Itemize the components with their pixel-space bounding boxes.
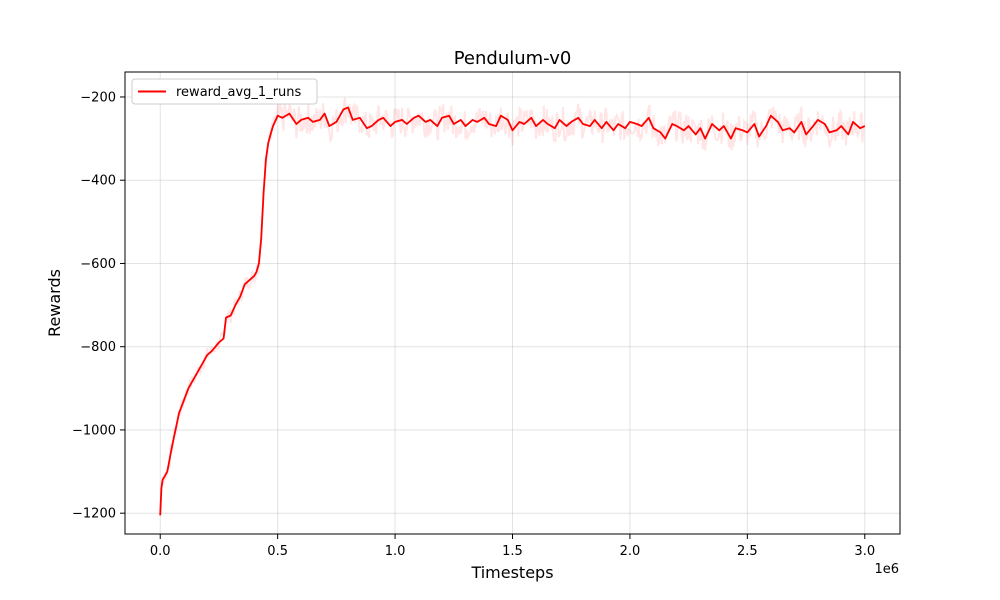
x-tick-label: 2.5 xyxy=(737,544,758,559)
x-tick-label: 1.5 xyxy=(502,544,523,559)
x-axis-title: Timesteps xyxy=(470,563,553,582)
grid-layer xyxy=(125,72,900,534)
x-tick-label: 0.0 xyxy=(150,544,171,559)
y-tick-label: −200 xyxy=(80,90,116,105)
tick-layer: 0.0 0.5 1.0 1.5 2.0 2.5 3.0 −1200 −1000 −800 −600 −… xyxy=(72,90,875,559)
x-tick-label: 1.0 xyxy=(385,544,406,559)
x-tick-label: 3.0 xyxy=(854,544,875,559)
series-line xyxy=(159,106,866,516)
series-layer xyxy=(159,106,866,516)
y-tick-label: −1000 xyxy=(72,423,116,438)
raw-series-layer xyxy=(159,97,866,516)
raw-series-line xyxy=(159,97,866,516)
y-axis-title: Rewards xyxy=(45,269,64,337)
legend-label: reward_avg_1_runs xyxy=(176,85,302,100)
y-tick-label: −800 xyxy=(80,340,116,355)
y-tick-label: −400 xyxy=(80,174,116,189)
x-tick-label: 0.5 xyxy=(267,544,288,559)
legend: reward_avg_1_runs xyxy=(131,78,318,105)
chart-title: Pendulum-v0 xyxy=(454,48,572,69)
y-tick-label: −600 xyxy=(80,257,116,272)
x-axis-offset-label: 1e6 xyxy=(874,562,899,577)
legend-box xyxy=(131,78,318,105)
y-tick-label: −1200 xyxy=(72,507,116,522)
x-tick-label: 2.0 xyxy=(620,544,641,559)
